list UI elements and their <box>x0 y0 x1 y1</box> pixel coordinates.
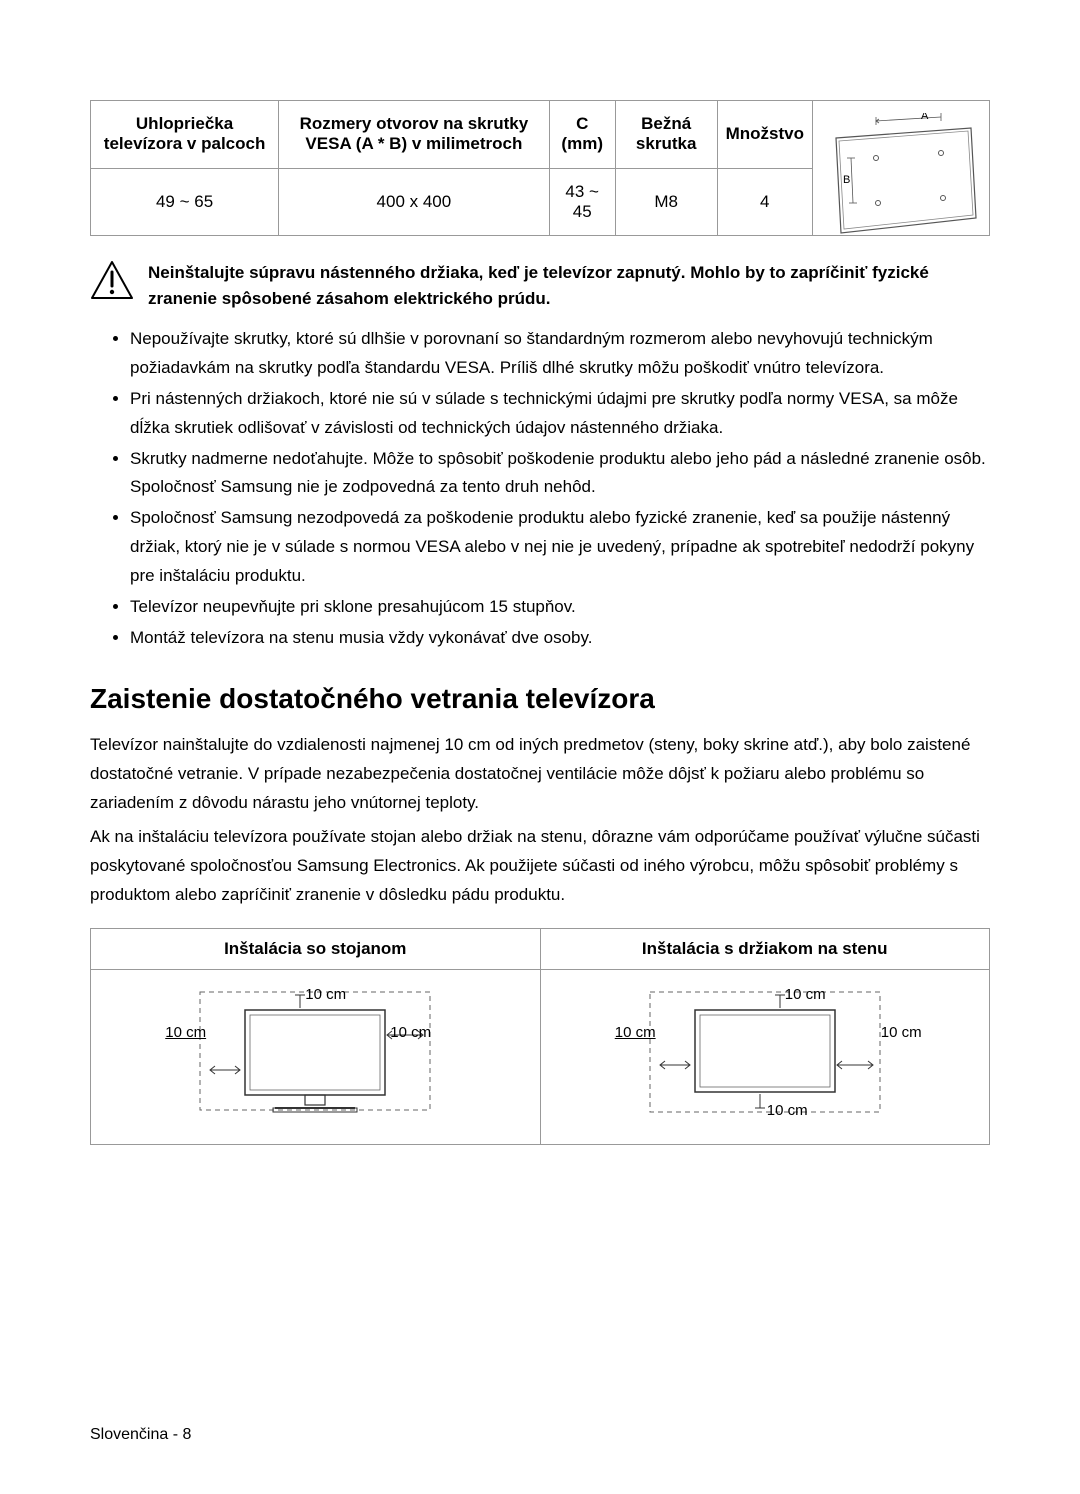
paragraph-2: Ak na inštaláciu televízora používate st… <box>90 823 990 910</box>
paragraph-1: Televízor nainštalujte do vzdialenosti n… <box>90 731 990 818</box>
list-item: Pri nástenných držiakoch, ktoré nie sú v… <box>130 385 990 443</box>
list-item: Nepoužívajte skrutky, ktoré sú dlhšie v … <box>130 325 990 383</box>
list-item: Televízor neupevňujte pri sklone presahu… <box>130 593 990 622</box>
warning-text: Neinštalujte súpravu nástenného držiaka,… <box>148 260 990 311</box>
vesa-spec-table: Uhlopriečka televízora v palcoch Rozmery… <box>90 100 990 236</box>
clearance-left: 10 cm <box>165 1024 206 1041</box>
list-item: Montáž televízora na stenu musia vždy vy… <box>130 624 990 653</box>
warning-block: Neinštalujte súpravu nástenného držiaka,… <box>90 260 990 311</box>
stand-install-diagram: 10 cm 10 cm 10 cm <box>155 980 475 1130</box>
th-inches: Uhlopriečka televízora v palcoch <box>91 101 279 169</box>
th-c: C (mm) <box>549 101 615 169</box>
section-heading: Zaistenie dostatočného vetrania televízo… <box>90 683 990 715</box>
clearance-bottom: 10 cm <box>767 1102 808 1119</box>
td-qty: 4 <box>717 168 812 236</box>
tv-back-diagram: A B <box>821 113 981 223</box>
warning-icon <box>90 260 134 305</box>
td-inches: 49 ~ 65 <box>91 168 279 236</box>
page-footer: Slovenčina - 8 <box>90 1426 191 1444</box>
td-wall-diagram: 10 cm 10 cm 10 cm 10 cm <box>540 970 990 1145</box>
td-vesa: 400 x 400 <box>279 168 550 236</box>
th-qty: Množstvo <box>717 101 812 169</box>
clearance-right: 10 cm <box>390 1024 431 1041</box>
td-screw: M8 <box>615 168 717 236</box>
th-screw: Bežná skrutka <box>615 101 717 169</box>
vesa-diagram-cell: A B <box>812 101 989 236</box>
clearance-top: 10 cm <box>785 986 826 1003</box>
label-b: B <box>843 174 850 186</box>
list-item: Spoločnosť Samsung nezodpovedá za poškod… <box>130 504 990 591</box>
clearance-left: 10 cm <box>615 1024 656 1041</box>
wall-install-diagram: 10 cm 10 cm 10 cm 10 cm <box>605 980 925 1130</box>
label-a: A <box>921 113 929 122</box>
td-c: 43 ~ 45 <box>549 168 615 236</box>
td-stand-diagram: 10 cm 10 cm 10 cm <box>91 970 541 1145</box>
th-stand: Inštalácia so stojanom <box>91 929 541 970</box>
clearance-right: 10 cm <box>881 1024 922 1041</box>
install-clearance-table: Inštalácia so stojanom Inštalácia s drži… <box>90 928 990 1145</box>
th-vesa: Rozmery otvorov na skrutky VESA (A * B) … <box>279 101 550 169</box>
clearance-top: 10 cm <box>305 986 346 1003</box>
th-wall: Inštalácia s držiakom na stenu <box>540 929 990 970</box>
bullet-list: Nepoužívajte skrutky, ktoré sú dlhšie v … <box>90 325 990 653</box>
list-item: Skrutky nadmerne nedoťahujte. Môže to sp… <box>130 445 990 503</box>
